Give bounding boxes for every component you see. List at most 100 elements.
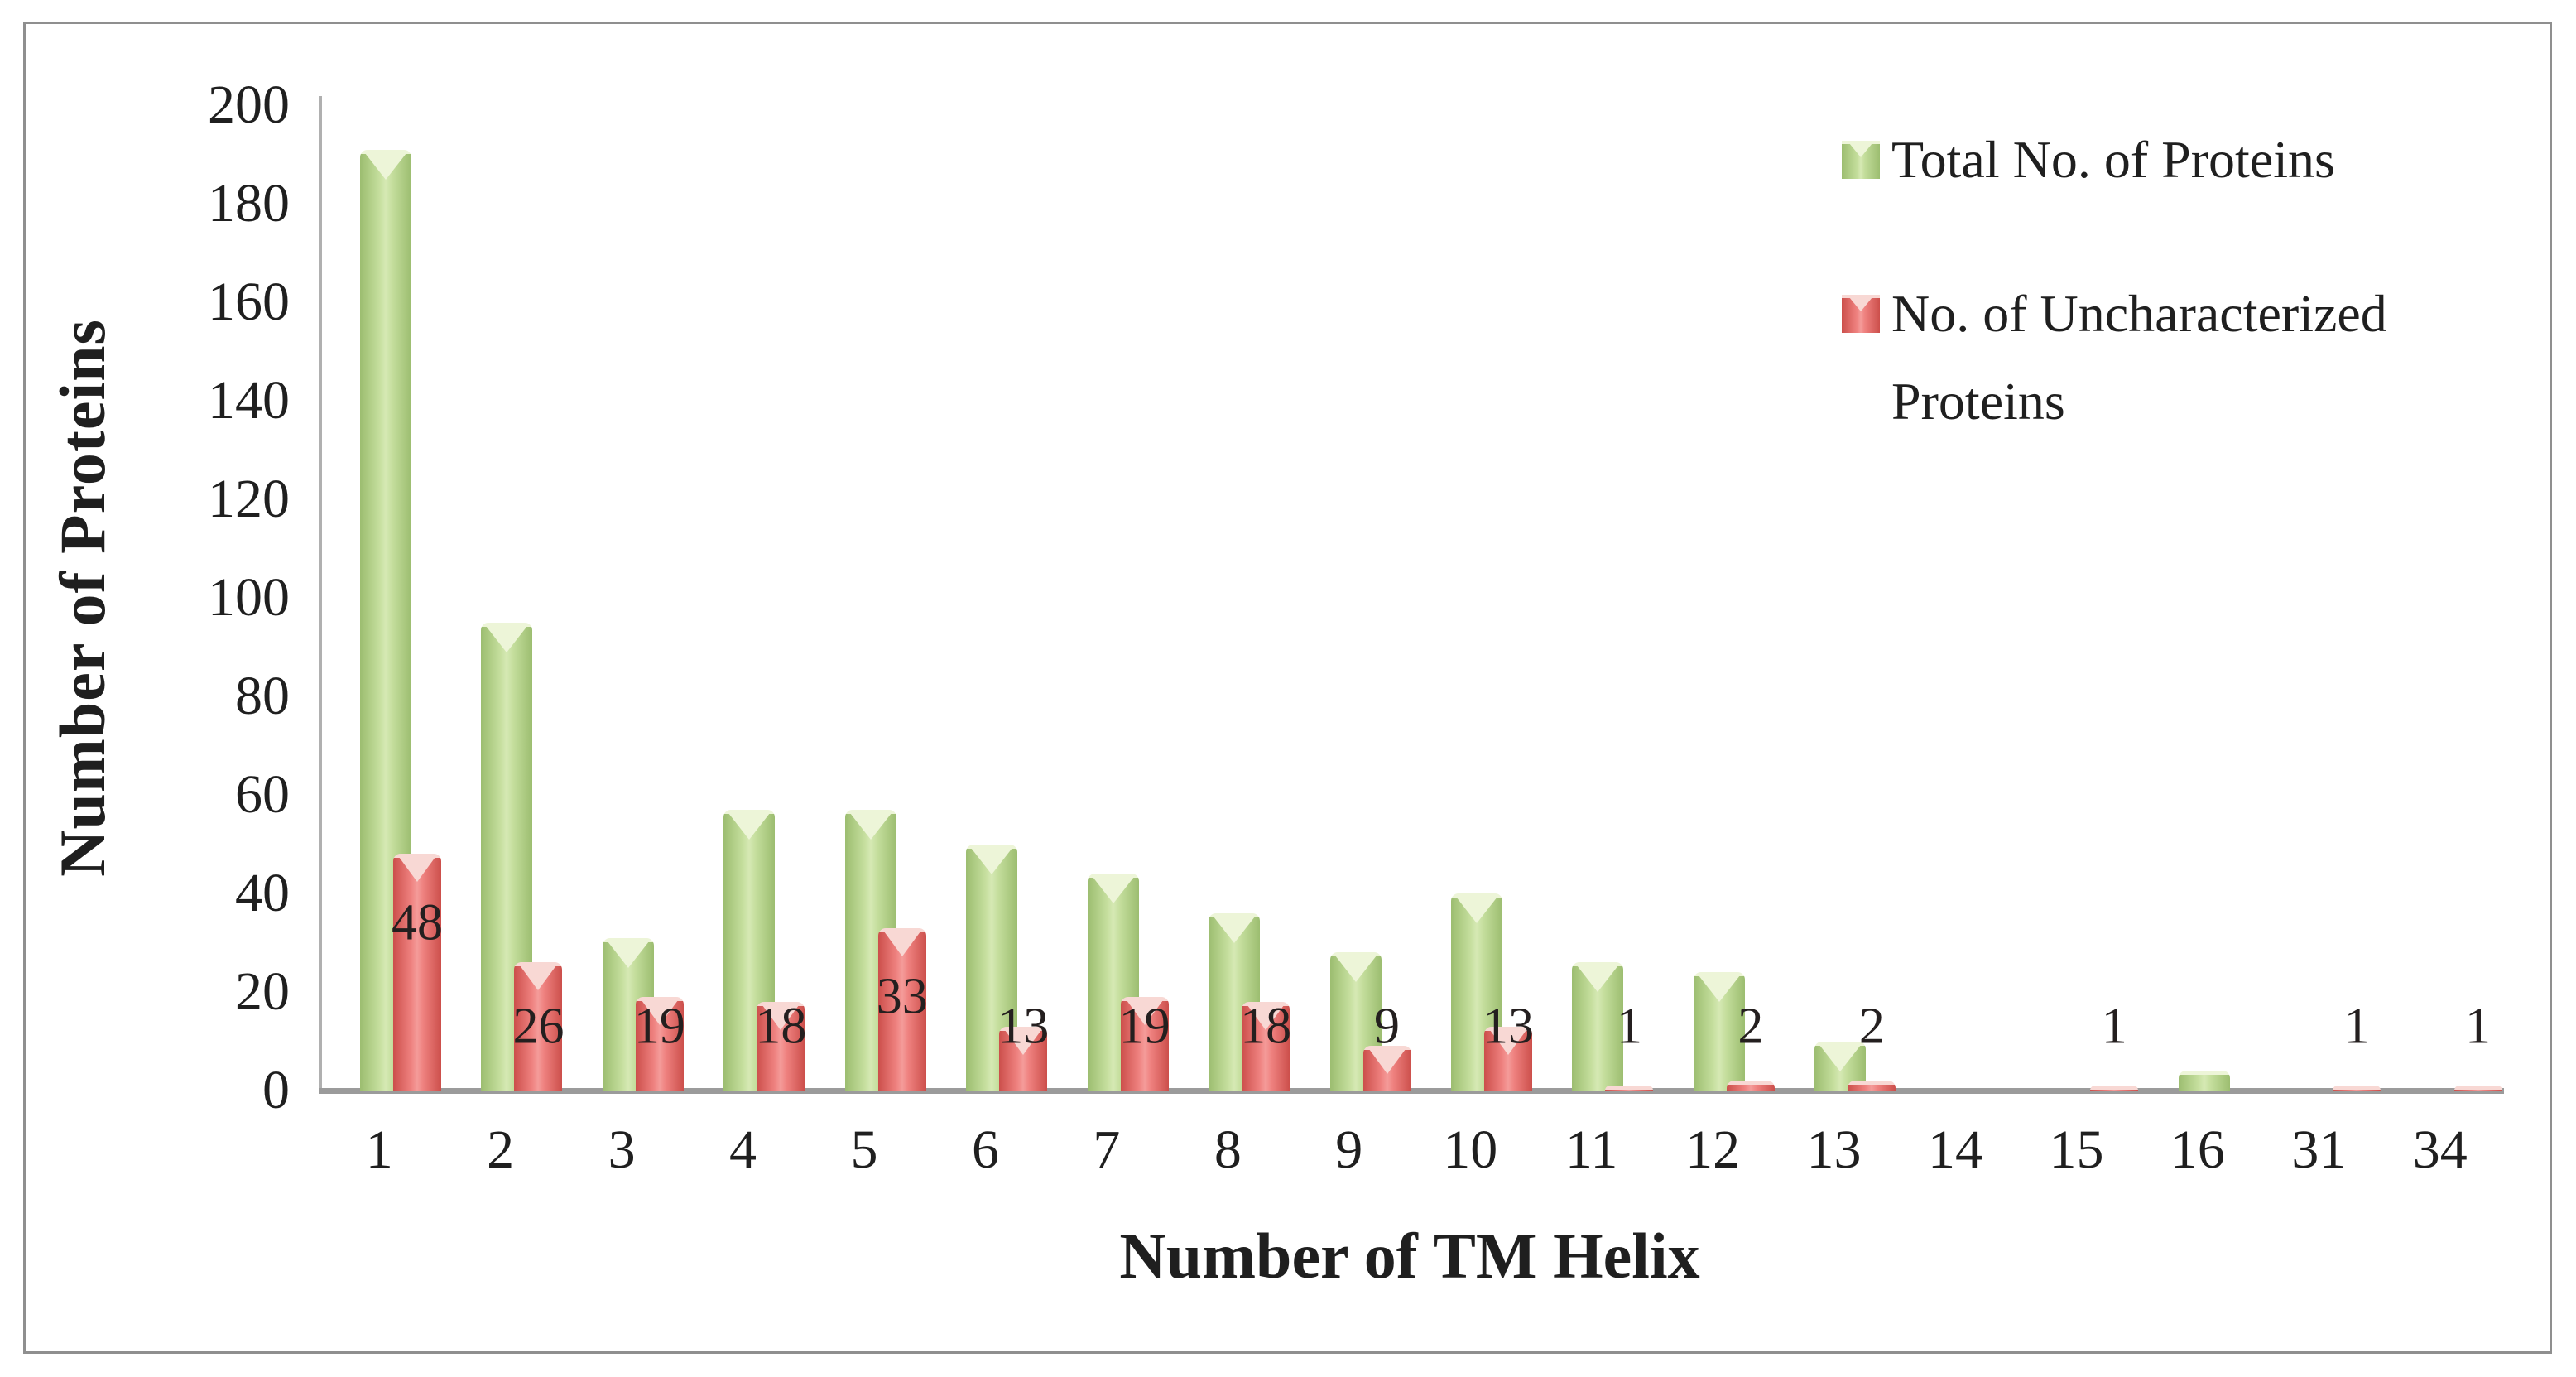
y-tick-label: 120 xyxy=(208,469,290,529)
x-tick-label: 2 xyxy=(487,1119,515,1180)
bar-uncharacterized-proteins xyxy=(1484,1026,1532,1091)
data-label: 48 xyxy=(392,894,443,951)
bar-total-proteins xyxy=(2178,1071,2230,1091)
data-label: 26 xyxy=(512,998,565,1055)
x-tick-label: 4 xyxy=(729,1119,757,1180)
bar-highlight-notch xyxy=(728,812,771,840)
legend: Total No. of Proteins No. of Uncharacter… xyxy=(1842,116,2504,512)
x-tick-label: 6 xyxy=(971,1119,999,1180)
bar-uncharacterized-proteins xyxy=(514,962,563,1091)
bar-uncharacterized-proteins xyxy=(2090,1086,2139,1091)
bar-highlight-notch xyxy=(1819,1044,1862,1071)
legend-item-uncharacterized: No. of Uncharacterized Proteins xyxy=(1842,270,2504,445)
legend-label: Total No. of Proteins xyxy=(1891,130,2335,189)
legend-item-total: Total No. of Proteins xyxy=(1842,116,2504,204)
bar-uncharacterized-proteins xyxy=(1120,996,1169,1091)
bar-uncharacterized-proteins xyxy=(2453,1086,2502,1091)
x-tick-label: 10 xyxy=(1443,1119,1498,1180)
bar-total-proteins xyxy=(1693,972,1745,1091)
data-label: 1 xyxy=(2465,998,2492,1055)
bar-highlight-notch xyxy=(486,625,528,652)
x-tick-label: 16 xyxy=(2170,1119,2225,1180)
bar-uncharacterized-proteins xyxy=(393,854,441,1091)
data-label: 19 xyxy=(633,998,685,1055)
plot-area: 48 26 19 18 33 13 19 18 9 13 1 2 2 1 1 1 xyxy=(319,105,2502,1091)
bar-highlight-notch xyxy=(1247,1004,1285,1030)
bar-highlight-notch xyxy=(883,931,920,956)
bar-highlight-notch xyxy=(762,1004,800,1030)
x-tick-label: 3 xyxy=(608,1119,636,1180)
bar-uncharacterized-proteins xyxy=(1726,1081,1775,1091)
x-axis-line xyxy=(319,1088,2504,1094)
data-label: 2 xyxy=(1737,998,1764,1055)
y-tick-label: 40 xyxy=(235,863,290,923)
y-tick-label: 180 xyxy=(208,173,290,234)
bar-highlight-notch xyxy=(399,857,435,883)
data-label: 1 xyxy=(1616,998,1642,1055)
x-tick-label: 34 xyxy=(2412,1119,2468,1180)
x-tick-label: 11 xyxy=(1564,1119,1618,1180)
x-tick-label: 12 xyxy=(1685,1119,1741,1180)
data-label: 19 xyxy=(1118,998,1170,1055)
legend-label: No. of Uncharacterized Proteins xyxy=(1891,284,2387,431)
bar-total-proteins xyxy=(1451,893,1502,1091)
bar-uncharacterized-proteins xyxy=(999,1026,1048,1091)
bar-highlight-notch xyxy=(1368,1049,1406,1075)
bar-highlight-notch xyxy=(365,152,406,180)
bar-uncharacterized-proteins xyxy=(2333,1086,2381,1091)
data-label: 1 xyxy=(2101,998,2127,1055)
x-tick-label: 1 xyxy=(365,1119,393,1180)
bar-uncharacterized-proteins xyxy=(1242,1001,1290,1091)
y-tick-label: 80 xyxy=(235,666,290,726)
bar-highlight-notch xyxy=(971,847,1013,874)
y-tick-label: 100 xyxy=(208,567,290,628)
bar-total-proteins xyxy=(1572,962,1624,1091)
y-tick-label: 0 xyxy=(262,1060,290,1120)
bar-uncharacterized-proteins xyxy=(757,1001,805,1091)
bar-uncharacterized-proteins xyxy=(1362,1046,1411,1091)
bar-highlight-notch xyxy=(607,941,649,968)
x-tick-label: 31 xyxy=(2291,1119,2347,1180)
bar-highlight-notch xyxy=(1698,975,1740,1003)
data-label: 33 xyxy=(876,968,928,1025)
bar-uncharacterized-proteins xyxy=(1605,1086,1654,1091)
bar-highlight-notch xyxy=(1005,1029,1042,1055)
bar-uncharacterized-proteins xyxy=(877,927,926,1091)
bar-highlight-notch xyxy=(1456,897,1497,923)
y-tick-label: 60 xyxy=(235,764,290,825)
data-label: 13 xyxy=(1483,998,1534,1055)
bar-highlight-notch xyxy=(1214,916,1256,943)
x-axis-title: Number of TM Helix xyxy=(1119,1220,1700,1292)
data-label: 9 xyxy=(1374,998,1401,1055)
y-tick-label: 140 xyxy=(208,370,290,431)
bar-highlight-notch xyxy=(1577,965,1619,993)
legend-swatch-green-icon xyxy=(1842,141,1880,179)
x-tick-label: 7 xyxy=(1093,1119,1121,1180)
bar-highlight-notch xyxy=(1490,1029,1526,1055)
bar-uncharacterized-proteins xyxy=(635,996,684,1091)
data-label: 18 xyxy=(1240,998,1292,1055)
bar-uncharacterized-proteins xyxy=(1848,1081,1896,1091)
x-tick-label: 5 xyxy=(850,1119,878,1180)
x-tick-label: 13 xyxy=(1806,1119,1862,1180)
bar-highlight-notch xyxy=(1092,877,1134,904)
y-tick-label: 20 xyxy=(235,961,290,1022)
x-tick-label: 15 xyxy=(2049,1119,2104,1180)
y-axis-line xyxy=(319,96,322,1091)
y-tick-label: 200 xyxy=(208,75,290,135)
x-tick-label: 14 xyxy=(1927,1119,1982,1180)
bar-highlight-notch xyxy=(1334,956,1377,983)
chart-frame xyxy=(23,22,2552,1354)
x-tick-label: 9 xyxy=(1335,1119,1363,1180)
legend-swatch-red-icon xyxy=(1842,295,1880,333)
data-label: 13 xyxy=(997,998,1050,1055)
data-label: 2 xyxy=(1858,998,1885,1055)
x-tick-label: 8 xyxy=(1214,1119,1242,1180)
data-label: 18 xyxy=(755,998,807,1055)
bar-highlight-notch xyxy=(849,812,892,840)
bar-highlight-notch xyxy=(520,965,557,991)
y-tick-label: 160 xyxy=(208,272,290,332)
bar-highlight-notch xyxy=(1126,999,1163,1025)
data-label: 1 xyxy=(2343,998,2370,1055)
